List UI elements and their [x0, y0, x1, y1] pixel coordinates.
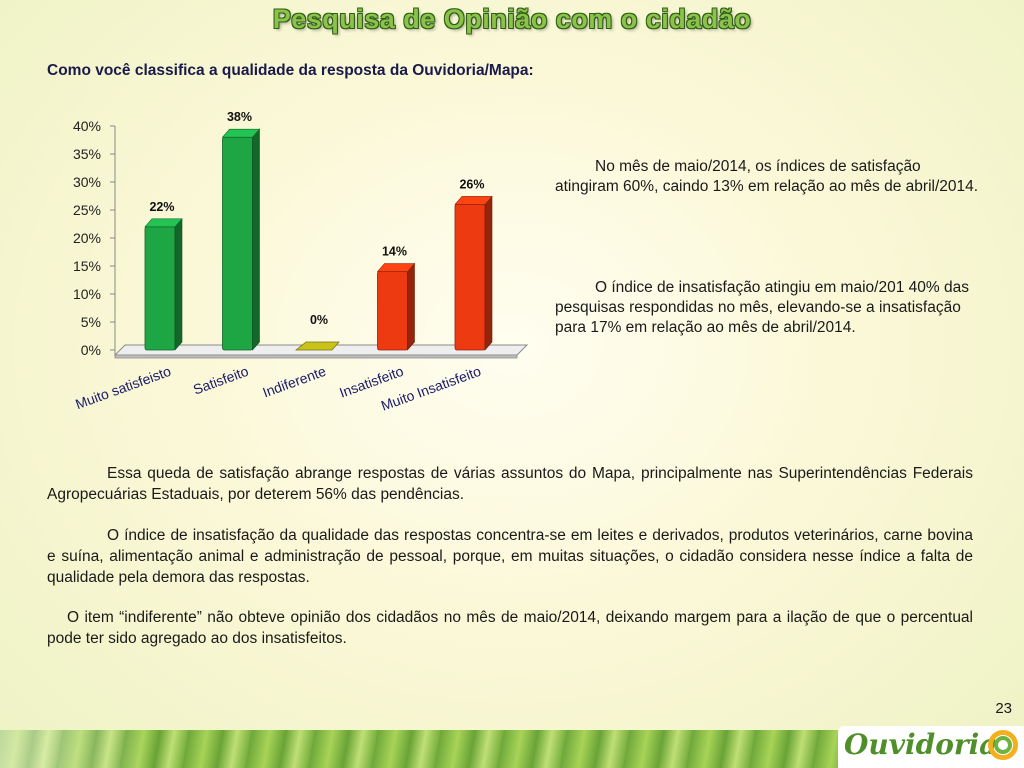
- logo-ring-icon: [988, 730, 1018, 760]
- paragraph-indifferent: O item “indiferente” não obteve opinião …: [47, 607, 973, 649]
- logo-inner-ring-icon: [994, 736, 1012, 754]
- y-tick-label: 25%: [73, 202, 101, 218]
- bar-side: [252, 128, 260, 351]
- chart-question: Como você classifica a qualidade da resp…: [47, 62, 534, 79]
- bar-front: [377, 271, 408, 351]
- chart-floor-edge: [114, 354, 518, 359]
- y-tick-label: 5%: [81, 314, 101, 330]
- side-note-dissatisfaction: O índice de insatisfação atingiu em maio…: [555, 278, 985, 338]
- paragraph-dissatisfaction-topics: O índice de insatisfação da qualidade da…: [47, 525, 973, 588]
- y-tick-label: 0%: [81, 342, 101, 358]
- data-label: 14%: [382, 245, 407, 259]
- paragraph-satisfaction-drop: Essa queda de satisfação abrange respost…: [47, 463, 973, 505]
- x-category-label: Muito satisfeisto: [73, 363, 173, 412]
- bar-top: [221, 128, 261, 138]
- bar-flat: [294, 341, 340, 351]
- y-tick-label: 30%: [73, 174, 101, 190]
- bar-front: [454, 204, 486, 351]
- ouvidoria-logo: Ouvidoria: [838, 726, 1024, 768]
- data-label: 26%: [459, 177, 484, 191]
- paragraph-2-text: O índice de insatisfação da qualidade da…: [47, 527, 973, 586]
- bar-front: [144, 226, 176, 351]
- bar-top: [454, 196, 493, 205]
- paragraph-1-text: Essa queda de satisfação abrange respost…: [47, 465, 973, 503]
- y-tick-label: 20%: [73, 230, 101, 246]
- data-label: 22%: [149, 200, 174, 214]
- y-tick-label: 35%: [73, 146, 101, 162]
- logo-text: Ouvidoria: [844, 728, 998, 761]
- bar-top: [376, 263, 416, 272]
- data-label: 38%: [227, 110, 252, 124]
- bar-front: [222, 136, 253, 351]
- x-category-label: Indiferente: [260, 363, 328, 401]
- bar-side: [484, 195, 493, 351]
- page-number: 23: [995, 700, 1012, 717]
- bar-side: [174, 218, 183, 351]
- satisfaction-bar-chart: 0% 5% 10% 15% 20% 25% 30% 35% 40% 22% Muito satisf…: [73, 110, 529, 414]
- y-tick-label: 40%: [73, 118, 101, 134]
- y-tick-label: 10%: [73, 286, 101, 302]
- y-tick-label: 15%: [73, 258, 101, 274]
- slide-title: Pesquisa de Opinião com o cidadão: [272, 4, 752, 34]
- bar-top: [144, 218, 183, 228]
- bar-side: [407, 262, 415, 351]
- x-category-label: Satisfeito: [191, 363, 251, 398]
- paragraph-3-text: O item “indiferente” não obteve opinião …: [47, 609, 973, 647]
- side-note-dissatisfaction-text: O índice de insatisfação atingiu em maio…: [555, 279, 969, 336]
- data-label: 0%: [310, 313, 328, 327]
- side-note-satisfaction-text: No mês de maio/2014, os índices de satis…: [555, 158, 979, 195]
- side-note-satisfaction: No mês de maio/2014, os índices de satis…: [555, 157, 985, 197]
